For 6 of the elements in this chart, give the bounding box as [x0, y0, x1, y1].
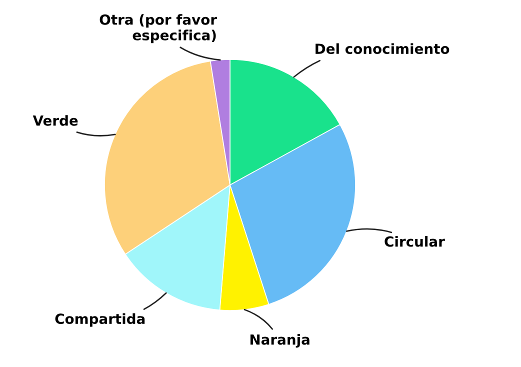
- slice-label: Compartida: [55, 313, 145, 327]
- slice-label: Del conocimiento: [316, 43, 450, 54]
- slice-label: Naranja: [250, 334, 310, 348]
- slice-label: Verde: [32, 115, 78, 126]
- slice-label: Circular: [384, 236, 445, 247]
- slice-label: Otra (por favor especifica): [100, 14, 217, 44]
